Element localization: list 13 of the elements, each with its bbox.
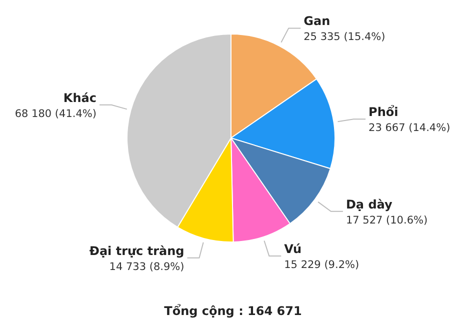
slice-label: Vú (284, 242, 302, 256)
slice-label: Khác (63, 90, 96, 105)
data-label: 68 180 (41.4%) (14, 108, 96, 120)
data-label: 15 229 (9.2%) (284, 258, 360, 271)
data-label: 14 733 (8.9%) (109, 260, 184, 273)
data-label: 17 527 (10.6%) (346, 214, 428, 226)
text: Tổng cộng : 164 671 (164, 304, 302, 318)
slice-label: Đại trực tràng (89, 244, 184, 258)
data-label: 25 335 (15.4%) (304, 31, 386, 44)
slice-label: Dạ dày (346, 197, 393, 212)
slice-label: Phổi (368, 105, 398, 120)
slice-label: Gan (304, 14, 330, 28)
data-label: 23 667 (14.4%) (368, 122, 450, 134)
